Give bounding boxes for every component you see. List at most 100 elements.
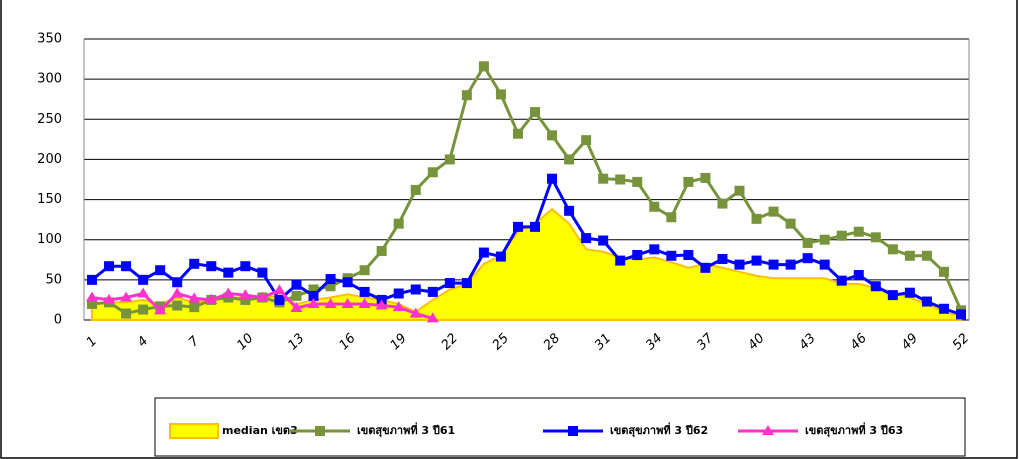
y-tick-label: 150: [37, 192, 62, 207]
marker: [956, 309, 966, 320]
marker: [359, 265, 370, 276]
marker: [598, 235, 609, 246]
marker: [904, 287, 915, 298]
marker: [138, 274, 149, 285]
marker: [291, 290, 302, 301]
marker: [768, 206, 779, 217]
marker: [121, 308, 132, 319]
marker: [410, 284, 421, 295]
marker: [172, 277, 183, 288]
marker: [392, 301, 405, 312]
marker: [376, 245, 387, 256]
marker: [240, 294, 251, 305]
marker: [155, 265, 166, 276]
marker: [751, 255, 762, 266]
marker: [717, 253, 728, 264]
marker: [274, 294, 285, 305]
marker: [205, 293, 218, 304]
marker: [870, 281, 881, 292]
marker: [290, 301, 303, 312]
marker: [819, 259, 830, 270]
marker: [137, 287, 150, 298]
marker: [222, 287, 235, 298]
marker: [717, 198, 728, 209]
marker: [853, 226, 864, 237]
marker: [307, 297, 320, 308]
marker: [427, 167, 438, 178]
marker: [410, 184, 421, 195]
marker: [171, 287, 184, 298]
marker: [581, 135, 592, 146]
marker: [819, 234, 830, 245]
line: [91, 174, 962, 316]
marker: [938, 266, 949, 277]
y-tick-label: 300: [37, 72, 62, 87]
marker: [734, 185, 745, 196]
marker: [341, 297, 354, 308]
line: [91, 63, 963, 316]
legend-label: เขตสุขภาพที่ 3 ปี62: [610, 422, 708, 438]
marker: [615, 174, 626, 185]
marker: [461, 278, 472, 289]
marker: [120, 291, 133, 302]
y-tick-label: 200: [37, 152, 62, 167]
marker: [836, 230, 847, 241]
marker: [223, 292, 234, 303]
marker: [887, 290, 898, 301]
marker: [426, 312, 439, 323]
marker: [393, 288, 404, 299]
marker: [887, 244, 898, 255]
marker: [683, 176, 694, 187]
y-tick-label: 100: [37, 232, 62, 247]
marker: [921, 296, 932, 307]
legend-label: median เขต3: [222, 424, 298, 437]
marker: [802, 237, 813, 248]
marker: [853, 270, 864, 281]
y-tick-label: 50: [45, 272, 62, 287]
marker: [188, 292, 201, 303]
marker: [172, 300, 183, 311]
marker: [427, 286, 438, 297]
marker: [478, 61, 489, 72]
marker: [495, 89, 506, 100]
legend: median เขต3 เขตสุขภาพที่ 3 ปี61 เขตสุขภาพท…: [169, 422, 903, 439]
marker: [138, 304, 149, 315]
marker: [870, 232, 881, 243]
marker: [734, 259, 745, 270]
marker: [239, 289, 252, 300]
marker: [615, 255, 626, 266]
marker: [359, 286, 370, 297]
marker: [632, 176, 643, 187]
marker: [358, 297, 371, 308]
marker: [649, 201, 660, 212]
marker: [308, 290, 319, 301]
legend-marker: [568, 426, 578, 436]
y-tick-label: 350: [37, 32, 62, 47]
marker: [324, 297, 337, 308]
marker: [86, 291, 98, 302]
marker: [802, 253, 813, 264]
marker: [700, 172, 711, 183]
marker: [564, 205, 575, 216]
marker: [938, 303, 949, 314]
marker: [375, 299, 388, 310]
marker: [121, 261, 132, 272]
marker: [581, 233, 592, 244]
marker: [478, 247, 489, 258]
marker: [530, 221, 541, 232]
marker: [223, 267, 234, 278]
marker: [564, 154, 575, 165]
marker: [325, 274, 336, 285]
marker: [785, 259, 796, 270]
marker: [461, 90, 472, 101]
marker: [154, 304, 167, 315]
marker: [666, 212, 677, 223]
marker: [512, 128, 523, 139]
marker: [206, 261, 217, 272]
marker: [921, 250, 932, 261]
legend-marker: [762, 425, 774, 435]
legend-swatch: [169, 423, 219, 439]
marker: [291, 279, 302, 290]
marker: [325, 281, 336, 292]
